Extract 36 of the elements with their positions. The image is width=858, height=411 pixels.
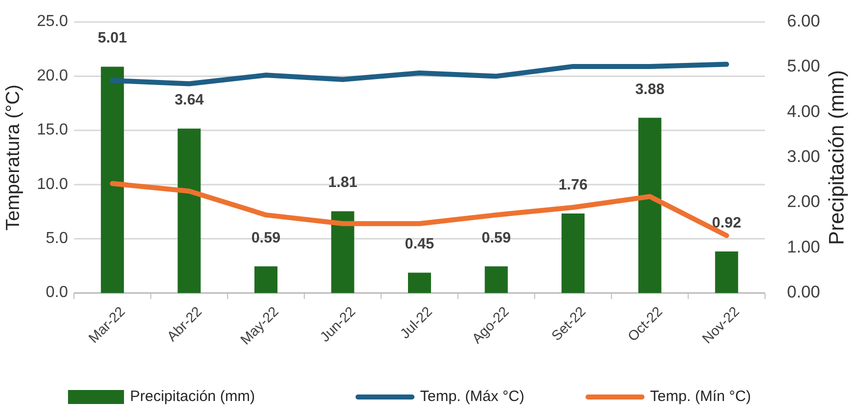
legend-label: Temp. (Máx °C) [420,388,524,405]
legend-label: Temp. (Mín °C) [650,388,752,405]
data-label: 0.45 [404,236,434,253]
bar [484,266,508,293]
y-tick-label: 15.0 [36,122,68,139]
y2-tick-label: 4.00 [787,102,820,121]
data-label: 1.76 [558,176,588,194]
y2-tick-label: 2.00 [787,192,820,212]
data-label: 0.92 [712,214,742,232]
bar [254,266,278,293]
bar [638,118,662,293]
y-tick-label: 5.0 [46,230,68,248]
data-label: 1.81 [328,174,358,192]
y2-tick-label: 5.00 [787,56,820,76]
y-tick-label: 0.0 [46,284,68,302]
y2-tick-label: 3.00 [787,146,820,166]
data-label: 3.88 [635,80,664,98]
bar [100,66,124,293]
data-label: 5.01 [98,30,127,47]
y-tick-label: 20.0 [36,67,68,84]
y2-axis-title: Precipitación (mm) [826,70,849,246]
data-label: 3.64 [174,92,204,109]
bar [715,251,738,293]
data-label: 0.59 [251,229,281,246]
bar [331,211,354,293]
bar [178,128,201,293]
y2-tick-label: 1.00 [787,237,820,256]
y2-tick-label: 0.00 [787,282,820,302]
bar [562,214,585,293]
y2-tick-label: 6.00 [787,11,820,30]
data-label: 0.59 [482,229,511,246]
y-axis-title: Temperatura (°C) [3,84,24,230]
legend-label: Precipitación (mm) [130,388,256,405]
y-tick-label: 10.0 [36,176,68,193]
bar [408,272,432,293]
y-tick-label: 25.0 [36,13,68,30]
